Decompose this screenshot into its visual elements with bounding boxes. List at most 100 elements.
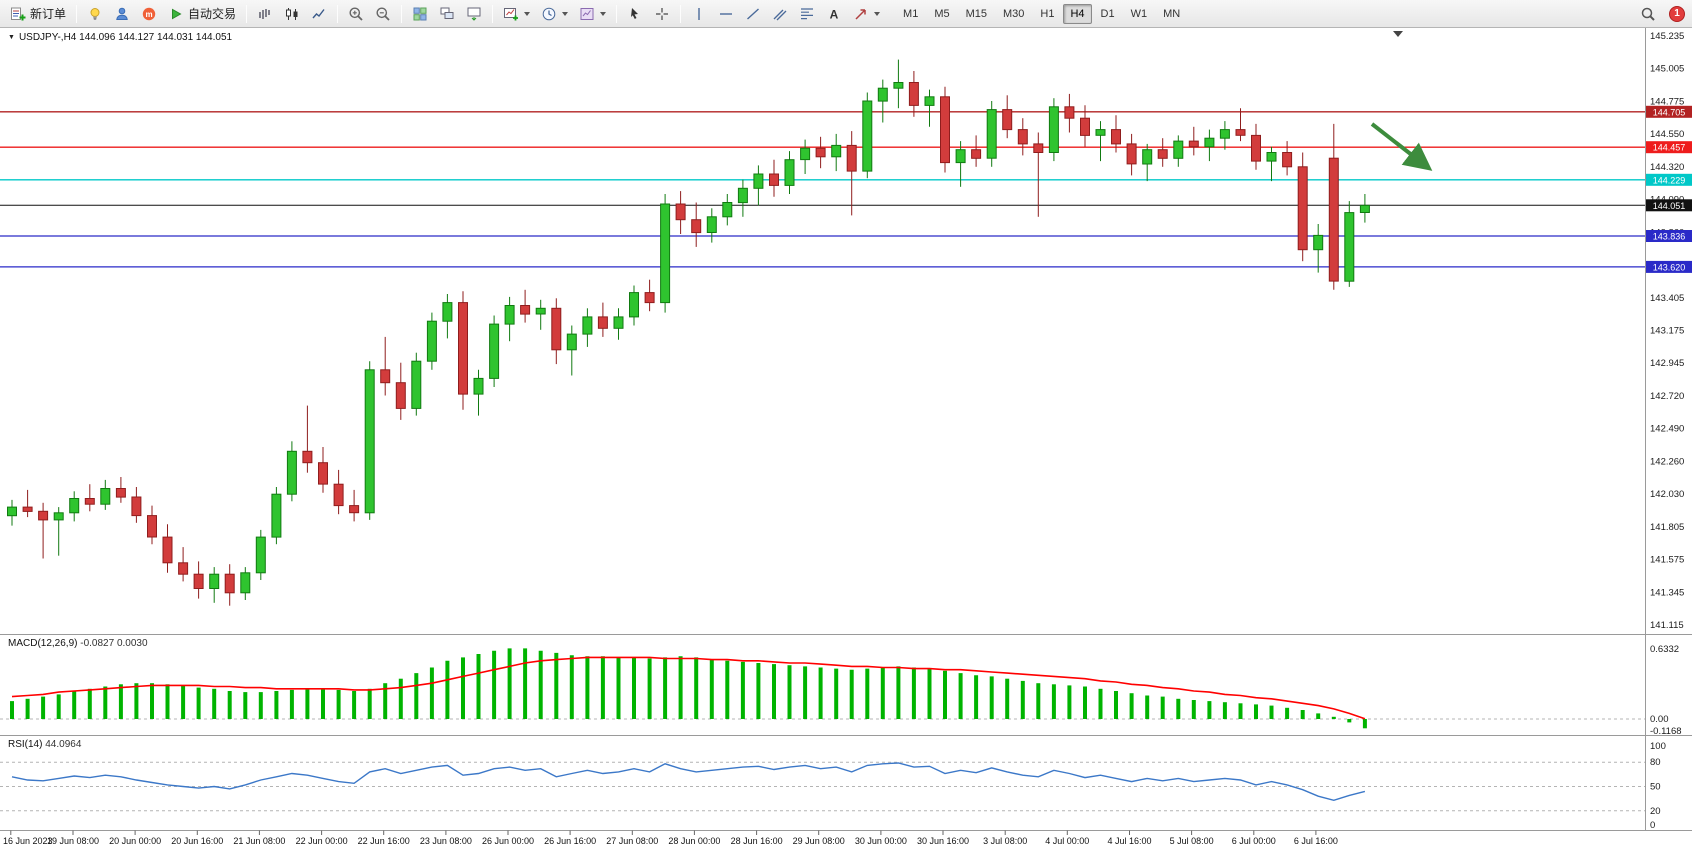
bar-chart-button[interactable] (252, 3, 278, 25)
svg-text:20 Jun 00:00: 20 Jun 00:00 (109, 836, 161, 846)
tile-windows-button[interactable] (407, 3, 433, 25)
svg-text:5 Jul 08:00: 5 Jul 08:00 (1170, 836, 1214, 846)
new-chart-button[interactable] (498, 3, 535, 25)
timeframe-w1[interactable]: W1 (1130, 7, 1148, 20)
timeframe-m30[interactable]: M30 (1003, 7, 1025, 20)
play-icon (172, 8, 182, 19)
periods-button[interactable] (536, 3, 573, 25)
price-axis-tags: 144.705 144.457 144.229 143.836 143.620 144.0… (1646, 105, 1692, 273)
market-button[interactable]: m (136, 3, 162, 25)
toolbar-separator (401, 4, 403, 23)
arrow-objects-dropdown-caret[interactable] (874, 11, 881, 16)
fibonacci-icon (801, 7, 814, 19)
notification-badge[interactable]: 1 (1669, 5, 1685, 22)
vertical-line-button[interactable] (686, 3, 712, 25)
svg-text:144.051: 144.051 (1653, 201, 1686, 211)
svg-text:19 Jun 08:00: 19 Jun 08:00 (47, 836, 99, 846)
search-button[interactable] (1635, 3, 1661, 25)
toolbar-separator (492, 4, 494, 23)
one-click-trading-toggle-icon[interactable]: ▼ (8, 34, 15, 41)
new-order-button[interactable]: 新订单 (5, 3, 71, 25)
line-chart-icon (312, 8, 325, 18)
svg-text:A: A (830, 7, 839, 21)
timeframe-m5[interactable]: M5 (934, 7, 950, 20)
toolbar-separator (337, 4, 339, 23)
main-toolbar: 新订单 m 自动交易 (0, 0, 1692, 28)
toolbar-separator (680, 4, 682, 23)
timeframe-group: M1 M5 M15 M30 H1 H4 D1 W1 MN (896, 3, 1187, 24)
svg-text:144.320: 144.320 (1650, 162, 1684, 173)
market-icon: m (142, 7, 156, 20)
timeframe-m1[interactable]: M1 (903, 7, 919, 20)
svg-text:0.6332: 0.6332 (1650, 644, 1679, 655)
rsi-value: 44.0964 (45, 739, 82, 750)
svg-text:22 Jun 16:00: 22 Jun 16:00 (358, 836, 410, 846)
svg-text:100: 100 (1650, 741, 1666, 752)
timeframe-h1[interactable]: H1 (1040, 7, 1055, 20)
lightbulb-icon (90, 7, 100, 20)
arrange-windows-button[interactable] (434, 3, 460, 25)
chart-window[interactable]: 145.235 145.005 144.775 144.550 144.320 144.0… (0, 28, 1692, 850)
toolbar-separator (246, 4, 248, 23)
svg-text:0.00: 0.00 (1650, 714, 1669, 725)
channel-button[interactable] (767, 3, 793, 25)
horizontal-price-lines[interactable] (0, 111, 1645, 268)
svg-text:144.229: 144.229 (1653, 175, 1686, 185)
horizontal-line-icon (720, 12, 733, 15)
macd-signal-line (11, 656, 1366, 720)
text-label-button[interactable]: A (821, 3, 847, 25)
person-icon (116, 7, 128, 20)
autotrading-button[interactable]: 自动交易 (163, 3, 241, 25)
timeframe-h4[interactable]: H4 (1063, 3, 1092, 24)
vertical-line-icon (698, 7, 700, 20)
toolbar-right-group: 1 (1635, 3, 1687, 25)
svg-text:141.345: 141.345 (1650, 587, 1684, 598)
chart-header-text: USDJPY-,H4 144.096 144.127 144.031 144.0… (18, 32, 233, 43)
trendline-button[interactable] (740, 3, 766, 25)
svg-text:29 Jun 08:00: 29 Jun 08:00 (793, 836, 845, 846)
svg-text:144.775: 144.775 (1650, 96, 1684, 107)
toolbar-separator (76, 4, 78, 23)
svg-text:30 Jun 16:00: 30 Jun 16:00 (917, 836, 969, 846)
svg-text:50: 50 (1650, 782, 1661, 793)
svg-text:3 Jul 08:00: 3 Jul 08:00 (983, 836, 1027, 846)
svg-text:144.550: 144.550 (1650, 129, 1684, 140)
rsi-title: RSI(14) (8, 739, 43, 750)
svg-text:27 Jun 08:00: 27 Jun 08:00 (606, 836, 658, 846)
ideas-button[interactable] (82, 3, 108, 25)
track-chart-button[interactable] (461, 3, 487, 25)
timeframe-mn[interactable]: MN (1163, 7, 1181, 20)
zoom-out-button[interactable] (370, 3, 396, 25)
macd-title: MACD(12,26,9) (8, 638, 78, 649)
green-arrow-annotation[interactable] (1370, 122, 1433, 171)
svg-text:4 Jul 00:00: 4 Jul 00:00 (1045, 836, 1089, 846)
zoom-in-button[interactable] (343, 3, 369, 25)
svg-text:21 Jun 08:00: 21 Jun 08:00 (233, 836, 285, 846)
templates-dropdown-caret[interactable] (600, 11, 607, 16)
timeframe-d1[interactable]: D1 (1100, 7, 1115, 20)
candlestick-chart-button[interactable] (279, 3, 305, 25)
svg-text:28 Jun 16:00: 28 Jun 16:00 (731, 836, 783, 846)
templates-button[interactable] (574, 3, 611, 25)
line-chart-button[interactable] (306, 3, 332, 25)
new-chart-dropdown-caret[interactable] (524, 11, 531, 16)
horizontal-line-button[interactable] (713, 3, 739, 25)
fibonacci-button[interactable] (794, 3, 820, 25)
panel-dividers (0, 28, 1692, 831)
community-button[interactable] (109, 3, 135, 25)
cursor-button[interactable] (622, 3, 648, 25)
chart-shift-marker[interactable] (1393, 31, 1403, 37)
bar-chart-icon (259, 8, 270, 19)
macd-histogram (10, 648, 1367, 729)
crosshair-button[interactable] (649, 3, 675, 25)
chart-canvas[interactable]: 145.235 145.005 144.775 144.550 144.320 144.0… (0, 28, 1692, 850)
periods-dropdown-caret[interactable] (562, 11, 569, 16)
timeframe-m15[interactable]: M15 (965, 7, 987, 20)
indicator-level-lines (0, 718, 1645, 812)
arrow-objects-button[interactable] (848, 3, 885, 25)
svg-text:20: 20 (1650, 806, 1661, 817)
rsi-line (11, 762, 1366, 802)
svg-text:6 Jul 00:00: 6 Jul 00:00 (1232, 836, 1276, 846)
svg-text:143.620: 143.620 (1653, 262, 1686, 272)
zoom-in-icon (349, 7, 363, 21)
